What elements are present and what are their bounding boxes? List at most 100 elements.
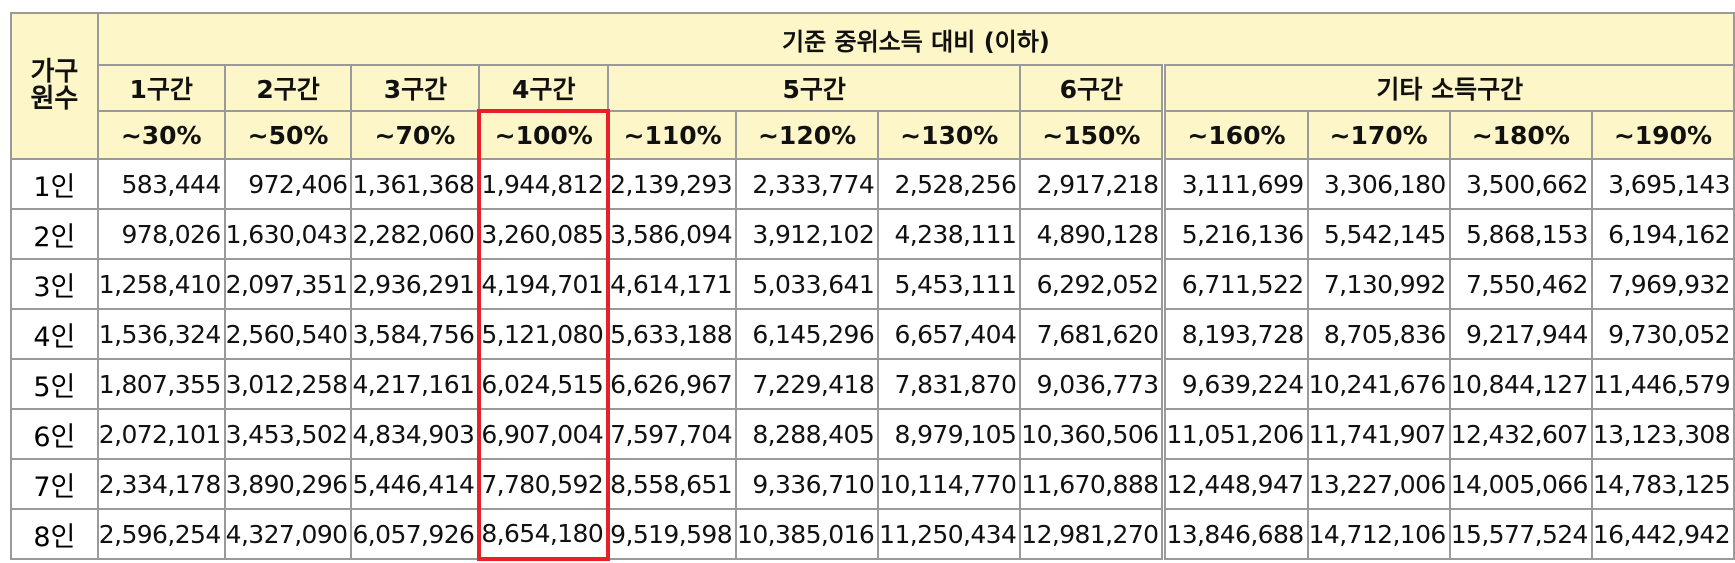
- income-cell: 1,536,324: [96, 308, 226, 360]
- income-cell: 5,216,136: [1161, 208, 1309, 260]
- income-cell: 9,036,773: [1019, 358, 1165, 410]
- income-cell: 6,711,522: [1161, 258, 1309, 310]
- household-size-label: 4인: [10, 308, 99, 360]
- income-cell: 5,121,080: [477, 308, 611, 360]
- income-cell: 15,577,524: [1448, 508, 1593, 560]
- band-3-header: 3구간: [350, 64, 481, 112]
- household-size-label: 1인: [10, 158, 99, 210]
- income-cell: 4,327,090: [223, 508, 353, 560]
- income-cell: 3,586,094: [607, 208, 738, 260]
- income-cell: 4,890,128: [1019, 208, 1165, 260]
- income-cell: 1,361,368: [350, 158, 481, 210]
- income-cell: 972,406: [223, 158, 353, 210]
- income-cell: 2,917,218: [1019, 158, 1165, 210]
- income-cell: 12,432,607: [1448, 408, 1593, 460]
- income-cell: 2,333,774: [735, 158, 880, 210]
- income-cell: 5,446,414: [350, 458, 481, 510]
- income-cell: 8,288,405: [735, 408, 880, 460]
- income-cell: 4,217,161: [350, 358, 481, 410]
- income-cell: 3,584,756: [350, 308, 481, 360]
- income-cell: 7,969,932: [1590, 258, 1735, 310]
- table-title: 기준 중위소득 대비 (이하): [96, 12, 1735, 66]
- band-2-header: 2구간: [223, 64, 353, 112]
- income-cell: 4,194,701: [477, 258, 611, 310]
- income-cell: 7,550,462: [1448, 258, 1593, 310]
- income-cell: 10,385,016: [735, 508, 880, 560]
- table-row: 3인 1,258,410 2,097,351 2,936,291 4,194,701 4,…: [10, 258, 1735, 310]
- percent-header: ~190%: [1590, 110, 1735, 160]
- income-cell: 8,193,728: [1161, 308, 1309, 360]
- percent-header: ~180%: [1448, 110, 1593, 160]
- income-cell: 2,334,178: [96, 458, 226, 510]
- income-cell: 7,681,620: [1019, 308, 1165, 360]
- income-cell: 14,005,066: [1448, 458, 1593, 510]
- income-cell: 11,250,434: [877, 508, 1022, 560]
- percent-header: ~70%: [350, 110, 481, 160]
- household-size-label: 5인: [10, 358, 99, 410]
- income-cell: 7,831,870: [877, 358, 1022, 410]
- percent-header: ~110%: [607, 110, 738, 160]
- income-cell: 9,639,224: [1161, 358, 1309, 410]
- income-cell: 6,024,515: [477, 358, 611, 410]
- income-cell: 2,139,293: [607, 158, 738, 210]
- income-cell: 3,012,258: [223, 358, 353, 410]
- table-row: 7인 2,334,178 3,890,296 5,446,414 7,780,592 8,…: [10, 458, 1735, 510]
- percent-header: ~50%: [223, 110, 353, 160]
- income-cell: 2,936,291: [350, 258, 481, 310]
- income-cell: 3,695,143: [1590, 158, 1735, 210]
- household-size-label: 6인: [10, 408, 99, 460]
- percent-header: ~30%: [96, 110, 226, 160]
- income-cell: 1,630,043: [223, 208, 353, 260]
- table-row: 2인 978,026 1,630,043 2,282,060 3,260,085 3,58…: [10, 208, 1735, 260]
- income-cell: 11,670,888: [1019, 458, 1165, 510]
- income-cell: 9,336,710: [735, 458, 880, 510]
- median-income-table: 가구 원수 기준 중위소득 대비 (이하) 1구간 2구간 3구간 4구간 5구간…: [10, 12, 1735, 561]
- income-cell: 12,448,947: [1161, 458, 1309, 510]
- income-cell: 7,229,418: [735, 358, 880, 410]
- income-cell: 8,558,651: [607, 458, 738, 510]
- income-cell: 1,944,812: [477, 158, 611, 210]
- income-cell: 978,026: [96, 208, 226, 260]
- income-cell: 14,712,106: [1306, 508, 1451, 560]
- income-cell: 3,453,502: [223, 408, 353, 460]
- income-cell: 4,834,903: [350, 408, 481, 460]
- percent-header: ~160%: [1161, 110, 1309, 160]
- income-cell: 5,542,145: [1306, 208, 1451, 260]
- income-cell: 12,981,270: [1019, 508, 1165, 560]
- income-cell: 13,846,688: [1161, 508, 1309, 560]
- income-cell: 6,194,162: [1590, 208, 1735, 260]
- household-size-label: 2인: [10, 208, 99, 260]
- income-cell: 6,292,052: [1019, 258, 1165, 310]
- income-cell: 6,907,004: [477, 408, 611, 460]
- table-row: 8인 2,596,254 4,327,090 6,057,926 8,654,180 9,…: [10, 508, 1735, 561]
- income-cell: 10,114,770: [877, 458, 1022, 510]
- household-size-label: 7인: [10, 458, 99, 510]
- percent-header: ~100%: [477, 109, 611, 160]
- band-row: 1구간 2구간 3구간 4구간 5구간 6구간 기타 소득구간: [11, 64, 1735, 112]
- income-cell: 5,033,641: [735, 258, 880, 310]
- income-cell: 3,260,085: [477, 208, 611, 260]
- income-cell: 6,057,926: [350, 508, 481, 560]
- income-cell: 11,446,579: [1590, 358, 1735, 410]
- income-cell: 5,633,188: [607, 308, 738, 360]
- title-row: 가구 원수 기준 중위소득 대비 (이하): [10, 12, 1735, 160]
- band-1-header: 1구간: [96, 64, 226, 112]
- table-row: 5인 1,807,355 3,012,258 4,217,161 6,024,515 6,…: [10, 358, 1735, 410]
- income-cell: 7,130,992: [1306, 258, 1451, 310]
- income-cell: 1,807,355: [96, 358, 226, 410]
- income-cell: 3,890,296: [223, 458, 353, 510]
- income-cell: 7,780,592: [477, 458, 611, 510]
- band-5-header: 5구간: [607, 64, 1022, 112]
- percent-row: ~30% ~50% ~70% ~100% ~110% ~120% ~130% ~150% ~16…: [11, 109, 1735, 160]
- income-cell: 8,705,836: [1306, 308, 1451, 360]
- percent-header: ~150%: [1019, 110, 1165, 160]
- income-cell: 2,097,351: [223, 258, 353, 310]
- income-cell: 6,145,296: [735, 308, 880, 360]
- percent-header: ~170%: [1306, 110, 1451, 160]
- income-cell: 16,442,942: [1590, 508, 1735, 560]
- income-cell: 13,123,308: [1590, 408, 1735, 460]
- income-cell: 14,783,125: [1590, 458, 1735, 510]
- income-cell: 2,596,254: [96, 508, 226, 560]
- band-4-header: 4구간: [478, 64, 610, 112]
- table-row: 1인 583,444 972,406 1,361,368 1,944,812 2,139,…: [10, 158, 1735, 210]
